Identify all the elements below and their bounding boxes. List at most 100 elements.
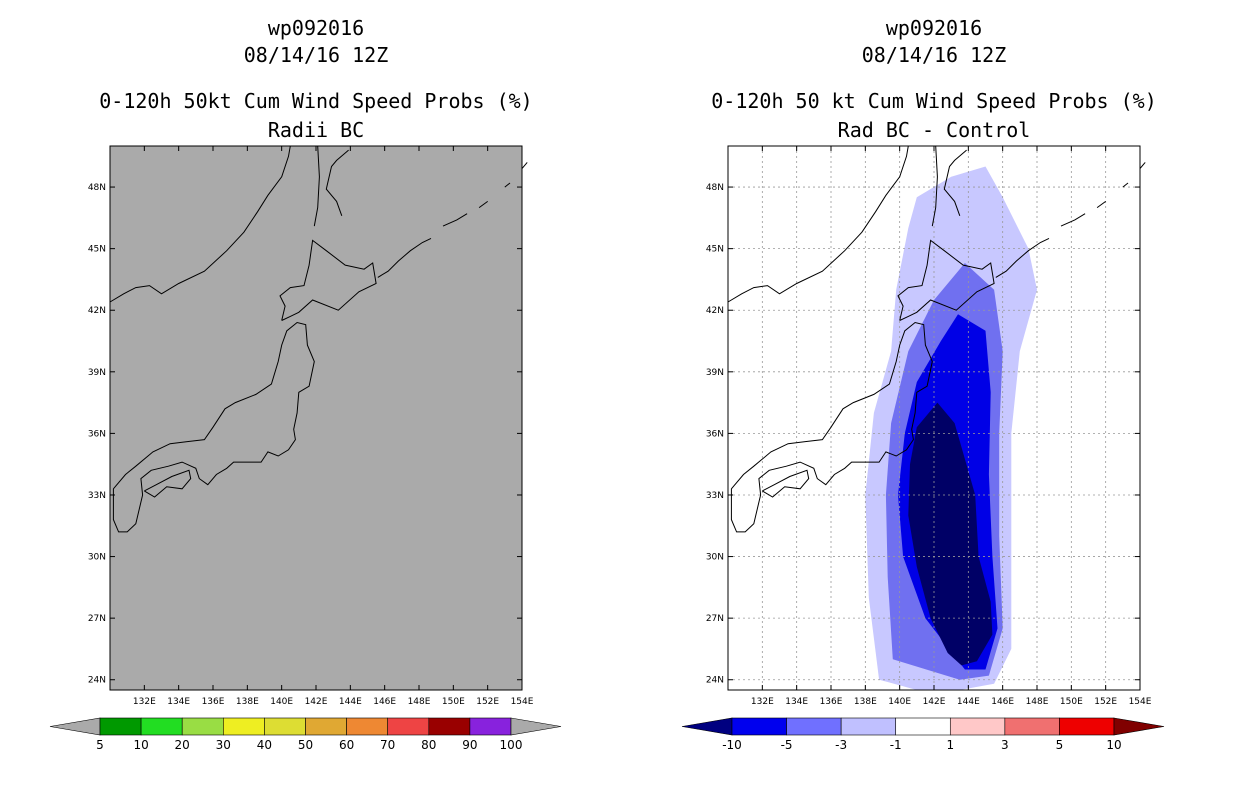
colorbar-swatch — [469, 717, 512, 736]
coastline-segment — [727, 145, 909, 303]
left-coastline — [109, 145, 528, 533]
colorbar-label: 60 — [339, 738, 354, 752]
colorbar-below-arrow — [49, 717, 101, 736]
lat-tick-label: 30N — [706, 553, 724, 563]
coastline-segment — [1139, 162, 1146, 169]
lat-tick-label: 33N — [706, 491, 724, 501]
colorbar-swatch — [305, 717, 347, 736]
colorbar-label: 80 — [421, 738, 436, 752]
lat-tick-label: 39N — [706, 368, 724, 378]
colorbar-label: 50 — [298, 738, 313, 752]
lon-tick-label: 140E — [270, 697, 293, 707]
coastline-segment — [897, 239, 995, 321]
coastline-segment — [995, 237, 1050, 278]
colorbar-swatch — [895, 717, 951, 736]
coastline-segment — [1060, 213, 1086, 227]
right-map-panel: 48N 45N 42N 39N 36N 33N 30N 27N 24N 132E 134E 136E 1… — [681, 145, 1165, 752]
left-datetime: 08/14/16 12Z — [243, 43, 389, 67]
lon-tick-label: 154E — [511, 697, 534, 707]
shaded-contour-region — [908, 402, 993, 666]
colorbar-label: 5 — [96, 738, 104, 752]
right-shaded-contours — [865, 166, 1037, 690]
coastline-segment — [762, 469, 810, 498]
colorbar-above-arrow — [510, 717, 562, 736]
coastline-segment — [109, 145, 291, 303]
coastline-segment — [442, 213, 468, 227]
right-coastline — [727, 145, 1146, 533]
lat-tick-label: 24N — [88, 676, 106, 686]
lat-tick-label: 27N — [88, 614, 106, 624]
colorbar-label: 40 — [257, 738, 272, 752]
colorbar-below-arrow — [681, 717, 733, 736]
colorbar-label: 100 — [500, 738, 523, 752]
lon-tick-label: 134E — [167, 697, 190, 707]
lon-tick-label: 138E — [236, 697, 259, 707]
right-gridlines — [728, 146, 1141, 690]
colorbar-label: 1 — [946, 738, 954, 752]
lon-tick-label: 150E — [442, 697, 465, 707]
lat-tick-label: 24N — [706, 676, 724, 686]
lon-tick-label: 142E — [923, 697, 946, 707]
colorbar-swatch — [949, 717, 1006, 736]
left-axis-ticks: 48N 45N 42N 39N 36N 33N 30N 27N 24N 132E 134E 136E 1… — [88, 146, 534, 707]
coastline-segment — [279, 239, 377, 321]
colorbar-label: 10 — [133, 738, 148, 752]
colorbar-label: 90 — [462, 738, 477, 752]
colorbar-swatch — [387, 717, 430, 736]
colorbar-label: -1 — [890, 738, 902, 752]
lon-tick-label: 132E — [751, 697, 774, 707]
lon-tick-label: 142E — [305, 697, 328, 707]
right-axis-ticks: 48N 45N 42N 39N 36N 33N 30N 27N 24N 132E 134E 136E 1… — [706, 146, 1152, 707]
left-chart-subtitle: Radii BC — [267, 118, 365, 142]
colorbar-swatch — [346, 717, 389, 736]
colorbar-label: 3 — [1001, 738, 1009, 752]
colorbar-label: 70 — [380, 738, 395, 752]
colorbar-label: 20 — [175, 738, 190, 752]
colorbar-swatch — [223, 717, 265, 736]
right-chart-title: 0-120h 50 kt Cum Wind Speed Probs (%) — [711, 89, 1157, 113]
colorbar-swatch — [264, 717, 306, 736]
colorbar-swatch — [181, 717, 224, 736]
colorbar-swatch — [99, 717, 142, 736]
colorbar-swatch — [1004, 717, 1060, 736]
left-chart-title: 0-120h 50kt Cum Wind Speed Probs (%) — [99, 89, 533, 113]
coastline-segment — [943, 149, 967, 216]
colorbar-swatch — [428, 717, 471, 736]
coastline-segment — [325, 149, 349, 216]
lat-tick-label: 48N — [88, 183, 106, 193]
lon-tick-label: 148E — [1026, 697, 1049, 707]
lon-tick-label: 138E — [854, 697, 877, 707]
right-storm-id: wp092016 — [885, 16, 983, 40]
lon-tick-label: 148E — [408, 697, 431, 707]
coastline-segment — [478, 200, 488, 209]
lon-tick-label: 146E — [991, 697, 1014, 707]
lat-tick-label: 27N — [706, 614, 724, 624]
lon-tick-label: 136E — [202, 697, 225, 707]
colorbar-label: -5 — [781, 738, 793, 752]
left-map-panel: 48N 45N 42N 39N 36N 33N 30N 27N 24N 132E 134E 136E 1… — [49, 145, 562, 752]
left-storm-id: wp092016 — [267, 16, 365, 40]
coastline-segment — [144, 469, 192, 498]
coastline-segment — [313, 145, 320, 227]
lat-tick-label: 45N — [706, 245, 724, 255]
colorbar-swatch — [786, 717, 842, 736]
coastline-segment — [377, 237, 432, 278]
lat-tick-label: 42N — [88, 306, 106, 316]
lat-tick-label: 42N — [706, 306, 724, 316]
lat-tick-label: 33N — [88, 491, 106, 501]
coastline-segment — [504, 182, 511, 188]
coastline-segment — [112, 321, 315, 533]
left-colorbar: 5 10 20 30 40 50 60 70 80 90 100 — [49, 717, 562, 752]
lat-tick-label: 48N — [706, 183, 724, 193]
lon-tick-label: 144E — [957, 697, 980, 707]
colorbar-label: 30 — [216, 738, 231, 752]
lon-tick-label: 140E — [888, 697, 911, 707]
lon-tick-label: 144E — [339, 697, 362, 707]
lon-tick-label: 132E — [133, 697, 156, 707]
coastline-segment — [1096, 200, 1106, 209]
lon-tick-label: 154E — [1129, 697, 1152, 707]
lon-tick-label: 150E — [1060, 697, 1083, 707]
colorbar-label: -3 — [835, 738, 847, 752]
coastline-segment — [1122, 182, 1129, 188]
